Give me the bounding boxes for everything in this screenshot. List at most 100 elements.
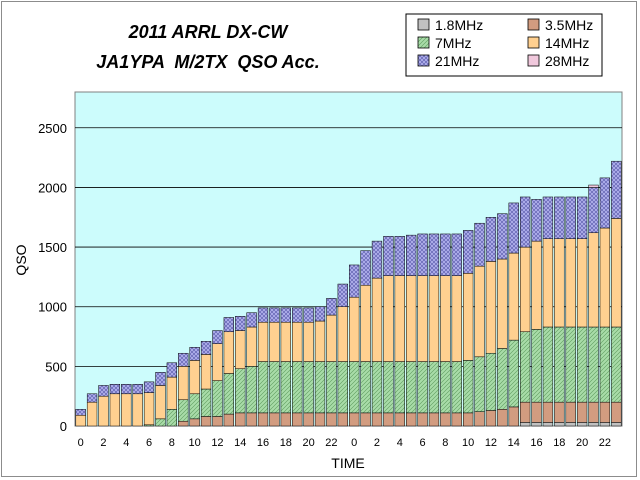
bar-segment	[485, 410, 497, 427]
x-tick-label: 10	[189, 437, 201, 449]
bar-segment	[314, 361, 326, 414]
x-tick-label: 8	[169, 437, 175, 449]
bar-segment	[371, 412, 383, 427]
bar-segment	[109, 393, 121, 427]
bar-segment	[326, 298, 337, 316]
bar-segment	[428, 275, 440, 362]
bar-segment	[371, 277, 383, 362]
legend-swatch	[527, 36, 540, 49]
legend: 1.8MHz 3.5MHz 7MHz 14MHz 21MHz 28MHz	[405, 13, 603, 77]
bar-segment	[519, 246, 531, 333]
bar-segment	[303, 321, 314, 362]
x-tick-label: 22	[599, 437, 611, 449]
bar-segment	[565, 326, 576, 403]
bar-segment	[588, 187, 599, 234]
bar-segment	[303, 412, 314, 427]
bar-segment	[292, 321, 303, 362]
bar-segment	[166, 376, 178, 410]
bar-segment	[428, 233, 440, 276]
bar-segment	[383, 361, 394, 414]
bar-segment	[235, 412, 246, 427]
legend-label: 3.5MHz	[545, 17, 593, 33]
bar-segment	[451, 275, 462, 362]
bar-segment	[200, 354, 212, 390]
x-tick-label: 14	[508, 437, 520, 449]
y-tick-label: 0	[60, 419, 67, 434]
bar-segment	[611, 326, 622, 403]
y-tick-label: 1000	[38, 300, 67, 315]
x-tick-label: 14	[234, 437, 246, 449]
bar-segment	[360, 361, 371, 414]
bar-segment	[303, 307, 314, 323]
legend-label: 1.8MHz	[435, 17, 483, 33]
bars	[75, 160, 622, 427]
bar-segment	[246, 412, 257, 427]
bar-segment	[326, 412, 337, 427]
legend-label: 7MHz	[435, 35, 472, 51]
bar-segment	[485, 352, 497, 411]
bar-segment	[155, 418, 166, 427]
bar-segment	[508, 406, 519, 427]
bar-segment	[212, 330, 223, 344]
bar-segment	[269, 412, 280, 427]
bar-segment	[576, 196, 588, 239]
bar-segment	[554, 326, 565, 403]
bar-segment	[303, 361, 314, 414]
bar-segment	[235, 368, 246, 414]
bar-segment	[257, 321, 269, 362]
bar-segment	[223, 317, 234, 333]
x-tick-label: 18	[280, 437, 292, 449]
bar-segment	[428, 412, 440, 427]
x-tick-label: 10	[462, 437, 474, 449]
bar-segment	[554, 196, 565, 239]
bar-segment	[383, 412, 394, 427]
bar-segment	[406, 275, 417, 362]
bar-segment	[497, 258, 508, 349]
x-tick-label: 16	[530, 437, 542, 449]
y-tick-label: 2000	[38, 180, 67, 195]
bar-segment	[212, 416, 223, 427]
bar-segment	[497, 213, 508, 260]
bar-segment	[440, 275, 451, 362]
y-axis-ticks: 0 500 1000 1500 2000 2500	[38, 121, 67, 434]
bar-segment	[565, 422, 576, 427]
legend-label: 14MHz	[545, 35, 589, 51]
bar-segment	[178, 366, 189, 401]
bar-segment	[371, 240, 383, 279]
x-tick-label: 0	[78, 437, 84, 449]
bar-segment	[440, 412, 451, 427]
bar-segment	[519, 422, 531, 427]
y-tick-label: 1500	[38, 240, 67, 255]
bar-segment	[212, 343, 223, 381]
bar-segment	[98, 385, 109, 397]
bar-segment	[200, 341, 212, 355]
bar-segment	[440, 361, 451, 414]
bar-segment	[485, 217, 497, 262]
bar-segment	[155, 372, 166, 386]
x-tick-label: 22	[325, 437, 337, 449]
x-tick-label: 6	[146, 437, 152, 449]
x-tick-label: 4	[397, 437, 403, 449]
bar-segment	[349, 264, 360, 298]
bar-segment	[542, 326, 554, 403]
bar-segment	[588, 401, 599, 423]
bar-segment	[360, 284, 371, 362]
bar-segment	[497, 348, 508, 410]
bar-segment	[463, 412, 474, 427]
y-axis-label: QSO	[13, 244, 29, 275]
bar-segment	[166, 362, 178, 378]
bar-segment	[121, 393, 132, 427]
legend-label: 28MHz	[545, 53, 589, 69]
x-axis-label: TIME	[331, 455, 364, 471]
bar-segment	[599, 227, 611, 328]
bar-segment	[292, 412, 303, 427]
legend-swatch	[417, 54, 430, 67]
bar-segment	[383, 275, 394, 362]
bar-segment	[166, 409, 178, 427]
bar-segment	[599, 422, 611, 427]
bar-segment	[576, 401, 588, 423]
bar-segment	[463, 273, 474, 361]
bar-segment	[223, 413, 234, 427]
x-tick-label: 2	[374, 437, 380, 449]
bar-segment	[143, 392, 155, 426]
